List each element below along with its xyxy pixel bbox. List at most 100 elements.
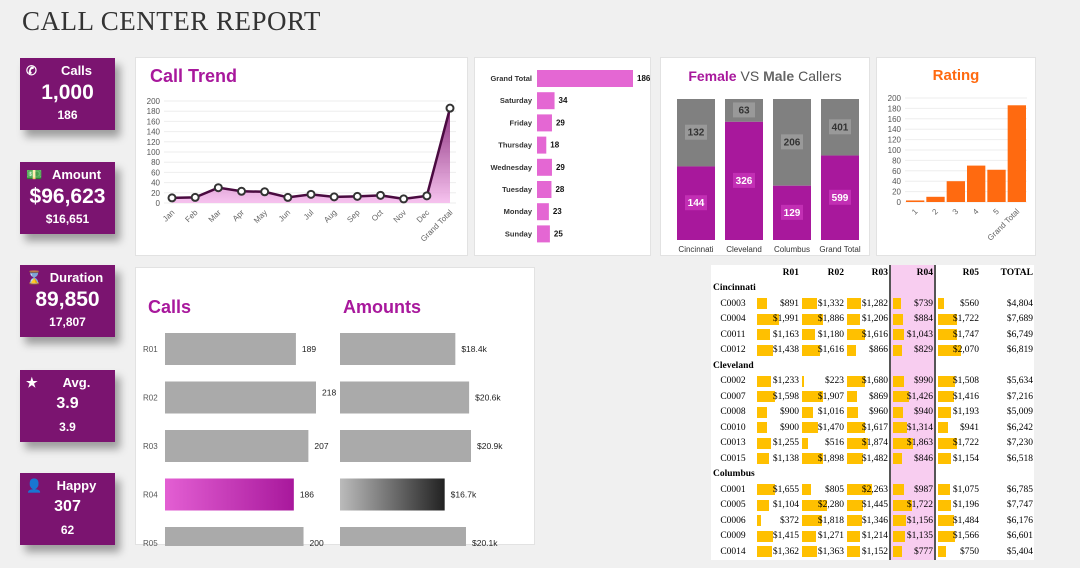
amount-cell: $1,193	[935, 405, 980, 421]
kpi-card-calls: ✆ Calls 1,000 186	[20, 58, 115, 130]
amount-cell: $884	[889, 311, 936, 327]
amount-value: $1,874	[861, 438, 888, 449]
amount-value: $1,863	[906, 438, 933, 449]
amounts-title: Amounts	[343, 297, 421, 317]
amount-value: $1,566	[952, 531, 979, 542]
amount-cell: $1,104	[755, 498, 800, 514]
amount-cell: $1,484	[935, 513, 980, 529]
table-row: C0010 $900 $1,470 $1,617 $1,314 $941 $6,242	[711, 420, 1034, 436]
city-label: Grand Total	[819, 245, 860, 254]
y-tick-label: 140	[147, 128, 161, 137]
group-row: Columbus	[711, 466, 1034, 482]
data-bar	[893, 530, 906, 542]
data-bar	[757, 298, 767, 309]
rating-panel: Rating 0 20 40 60 80 100 120 140 160 180 200 1 2 3 4 5 G…	[876, 57, 1036, 256]
day-bar	[537, 70, 633, 87]
amount-cell: $1,470	[800, 420, 845, 436]
kpi-label: Happy	[56, 478, 97, 493]
male-value: 132	[688, 128, 705, 139]
table-row: C0007 $1,598 $1,907 $869 $1,426 $1,416 $7,216	[711, 389, 1034, 405]
amount-cell: $1,566	[935, 529, 980, 545]
city-label: Columbus	[774, 245, 810, 254]
amount-cell: $940	[889, 404, 936, 420]
female-label-box	[781, 204, 803, 220]
gender-title: Female VS Male Callers	[661, 68, 869, 84]
amount-cell: $1,722	[935, 312, 980, 328]
day-label: Thursday	[498, 141, 533, 150]
amount-cell: $1,874	[845, 436, 890, 452]
amount-cell: $1,886	[800, 312, 845, 328]
data-bar	[847, 515, 862, 526]
y-tick-label: 200	[147, 97, 161, 106]
amount-cell: $1,482	[845, 451, 890, 467]
call-trend-panel: Call Trend 0 20 40 60 80 100 120 140 160 180 200 Ja…	[135, 57, 468, 256]
kpi-card-happy: 👤 Happy 307 62	[20, 473, 115, 545]
kpi-value: $96,623	[29, 185, 106, 208]
amount-cell: $941	[935, 420, 980, 436]
table-row: C0011 $1,163 $1,180 $1,616 $1,043 $1,747 $6,74…	[711, 327, 1034, 343]
kpi-card-avg: ★ Avg. 3.9 3.9	[20, 370, 115, 442]
row-total: $5,404	[1006, 546, 1033, 557]
rep-charts: R01 189 R02 218 R03 207 R04 186 R05 200 $18.4k $20.…	[143, 333, 503, 559]
amount-cell: $1,180	[800, 327, 845, 343]
data-bar	[757, 329, 770, 340]
amount-cell: $900	[755, 420, 800, 436]
male-label-box	[781, 134, 803, 150]
data-bar	[847, 422, 865, 433]
table-row: C0014 $1,362 $1,363 $1,152 $777 $750 $5,404	[711, 544, 1034, 560]
kpi-value: 3.9	[56, 395, 79, 412]
amount-cell: $1,362	[755, 544, 800, 560]
data-bar	[938, 437, 957, 449]
data-bar	[938, 406, 952, 418]
male-label-box	[733, 102, 755, 118]
amount-value: $1,415	[772, 531, 799, 542]
amount-value: $1,898	[817, 453, 844, 464]
data-bar	[938, 499, 952, 511]
amount-cell: $1,271	[800, 529, 845, 545]
y-tick-label: 80	[892, 156, 901, 165]
day-value: 18	[550, 141, 559, 150]
customer-id: C0008	[720, 407, 746, 418]
data-bar	[847, 530, 861, 542]
data-bar	[757, 515, 762, 526]
male-value: 206	[784, 137, 801, 148]
calls-bar	[165, 381, 316, 414]
gender-panel: Female VS Male Callers 132 144 Cincinnati 6…	[660, 57, 870, 256]
table-row: C0012 $1,438 $1,616 $866 $829 $2,070 $6,819	[711, 342, 1034, 358]
trend-point	[376, 190, 385, 200]
amount-cell: $1,722	[889, 497, 936, 513]
vs-label: VS	[736, 68, 764, 84]
table-row: C0013 $1,255 $516 $1,874 $1,863 $1,722 $7,230	[711, 435, 1034, 452]
y-tick-label: 20	[892, 188, 901, 197]
data-bar	[757, 375, 771, 387]
amount-value: $1,991	[772, 314, 799, 325]
data-bar	[893, 329, 905, 340]
female-value: 599	[832, 193, 849, 204]
amount-cell: $1,332	[800, 296, 845, 312]
rep-label: R01	[143, 345, 158, 354]
group-name: Cincinnati	[713, 283, 756, 294]
amount-cell: $1,043	[889, 327, 936, 343]
rep-label: R02	[143, 394, 158, 403]
table-row: C0009 $1,415 $1,271 $1,214 $1,135 $1,566 $6,60…	[711, 528, 1034, 545]
amount-value: $884	[914, 314, 933, 325]
amount-value: $2,280	[817, 500, 844, 511]
x-tick-label: Jan	[161, 208, 176, 223]
row-total: $6,518	[1006, 453, 1033, 464]
kpi-label: Duration	[49, 270, 104, 285]
amount-value: $1,907	[817, 391, 844, 402]
amount-cell: $1,747	[935, 327, 980, 343]
amount-value: $1,016	[817, 407, 844, 418]
y-tick-label: 160	[147, 117, 161, 126]
amount-value: $1,156	[906, 515, 933, 526]
rep-panel: Calls Amounts R01 189 R02 218 R03 207 R04 186 R0…	[135, 267, 535, 559]
customer-id: C0007	[720, 391, 746, 402]
amount-cell: $1,818	[800, 513, 845, 529]
day-label: Sunday	[505, 229, 533, 238]
x-tick-label: Apr	[231, 208, 246, 223]
data-bar	[802, 546, 817, 557]
trend-point	[306, 189, 316, 199]
amount-cell: $869	[845, 389, 890, 405]
row-total: $5,009	[1006, 407, 1033, 418]
data-bar	[938, 298, 945, 309]
